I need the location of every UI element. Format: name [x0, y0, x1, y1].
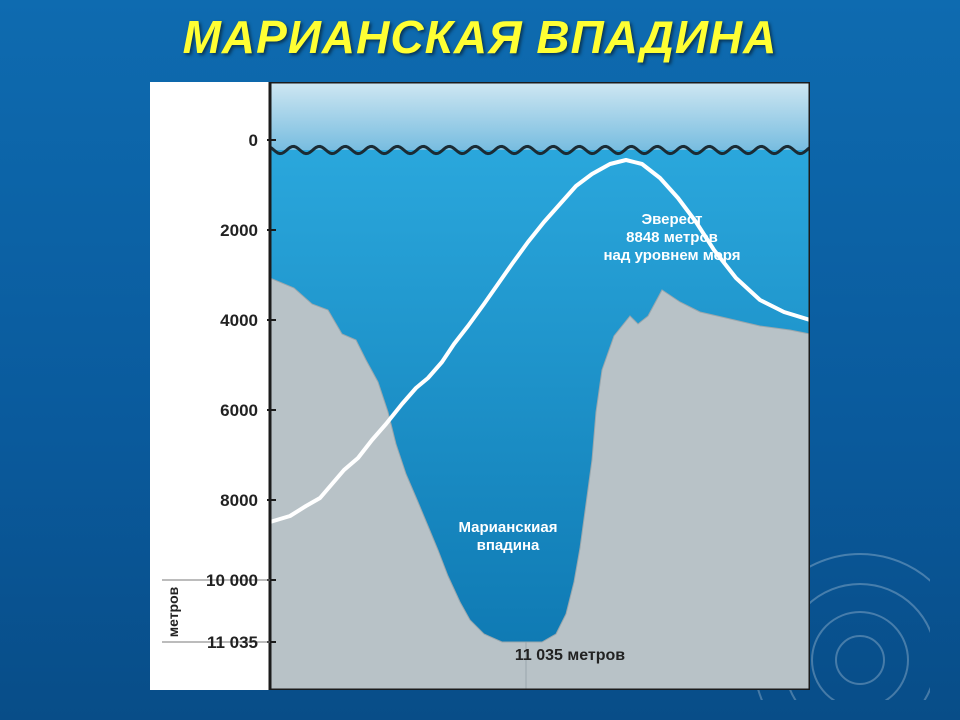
svg-text:впадина: впадина [477, 537, 540, 554]
svg-text:0: 0 [249, 131, 258, 150]
svg-text:метров: метров [165, 586, 181, 637]
svg-text:4000: 4000 [220, 311, 258, 330]
svg-text:11 035 метров: 11 035 метров [515, 647, 625, 664]
diagram-frame: 0 2000 4000 6000 8000 10 000 11 035 метров Эвере… [150, 82, 810, 690]
svg-text:2000: 2000 [220, 221, 258, 240]
svg-text:Эверест: Эверест [641, 211, 702, 228]
svg-text:6000: 6000 [220, 401, 258, 420]
svg-text:Марианскиая: Марианскиая [459, 519, 558, 536]
svg-text:11 035: 11 035 [207, 633, 258, 652]
slide-title: МАРИАНСКАЯ ВПАДИНА [0, 10, 960, 64]
svg-text:над уровнем моря: над уровнем моря [603, 247, 740, 264]
diagram-svg: 0 2000 4000 6000 8000 10 000 11 035 метров Эвере… [150, 82, 810, 690]
slide-background: МАРИАНСКАЯ ВПАДИНА 0 2000 4000 6000 8000 10 0… [0, 0, 960, 720]
svg-text:10 000: 10 000 [206, 571, 258, 590]
svg-text:8000: 8000 [220, 491, 258, 510]
svg-text:8848 метров: 8848 метров [626, 229, 718, 246]
